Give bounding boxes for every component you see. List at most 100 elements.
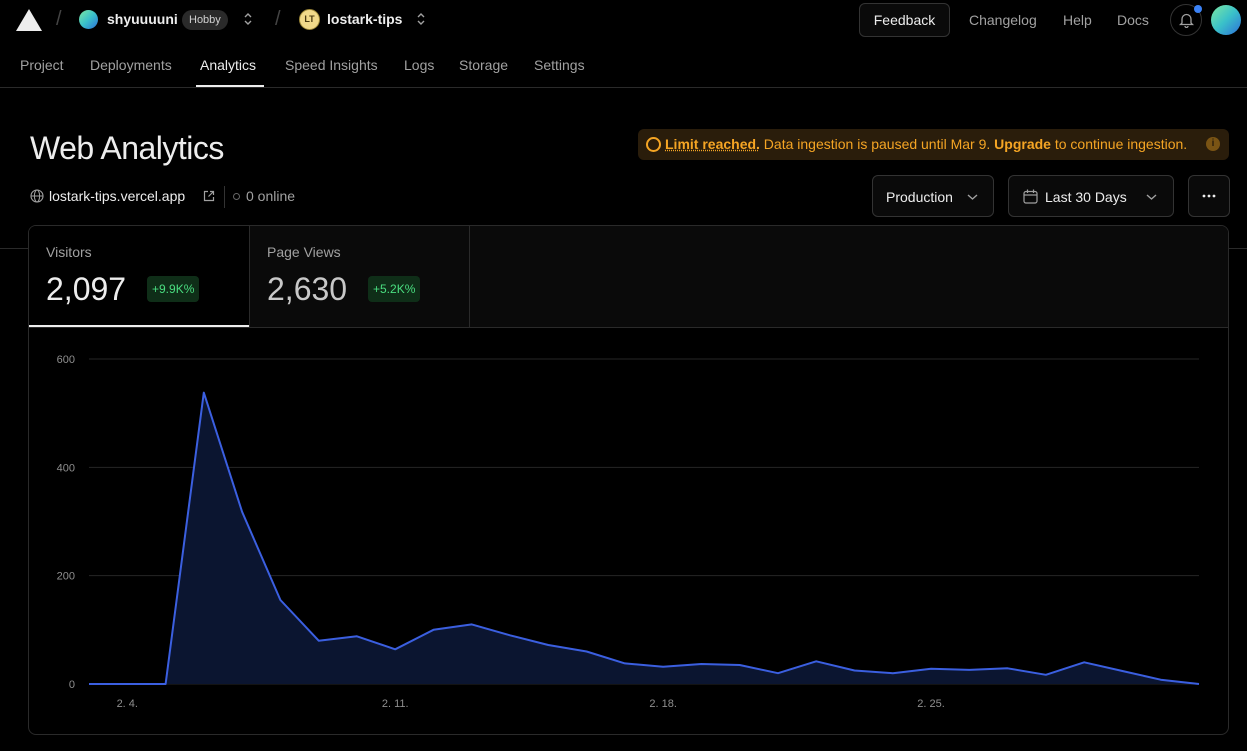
data-point [125,682,129,686]
data-point [508,633,512,637]
metric-change-badge: +5.2K% [368,276,421,302]
notification-dot [1194,5,1202,13]
calendar-icon [1023,189,1038,204]
data-point [1082,660,1086,664]
data-point [776,671,780,675]
metric-divider [249,226,250,327]
y-tick-label: 400 [57,462,75,474]
data-point [431,628,435,632]
project-icon[interactable]: LT [299,9,320,30]
upgrade-link[interactable]: Upgrade [994,136,1051,152]
project-name[interactable]: lostark-tips [327,11,403,27]
tab-settings[interactable]: Settings [534,57,585,73]
date-range-value: Last 30 Days [1045,189,1127,205]
info-icon[interactable]: i [1206,137,1220,151]
data-point [853,668,857,672]
tab-analytics[interactable]: Analytics [200,57,257,73]
tab-deployments[interactable]: Deployments [90,57,172,73]
metric-tabs: Visitors 2,097 +9.9K% Page Views 2,630 +… [29,226,1228,328]
external-link-icon[interactable] [203,190,215,202]
team-switcher-icon[interactable] [243,11,253,27]
data-point [1197,682,1201,686]
data-point [661,665,665,669]
limit-alert: Limit reached. Data ingestion is paused … [638,129,1229,160]
data-point [814,659,818,663]
environment-select[interactable]: Production [872,175,994,217]
y-tick-label: 600 [57,354,75,366]
page-title: Web Analytics [30,130,224,166]
vercel-logo-icon[interactable] [16,9,42,31]
data-point [929,667,933,671]
data-point [1159,678,1163,682]
data-point [738,663,742,667]
data-point [164,682,168,686]
help-link[interactable]: Help [1063,12,1092,28]
metric-tab-visitors[interactable]: Visitors 2,097 +9.9K% [29,226,249,327]
top-bar: / shyuuuuni Hobby / LT lostark-tips Feed… [0,0,1247,40]
tab-project[interactable]: Project [20,57,64,73]
data-point [202,391,206,395]
tab-logs[interactable]: Logs [404,57,435,73]
analytics-panel: Visitors 2,097 +9.9K% Page Views 2,630 +… [28,225,1229,735]
data-point [623,661,627,665]
data-point [967,668,971,672]
x-tick-label: 2. 18. [649,698,677,710]
x-tick-label: 2. 11. [382,698,409,710]
data-point [355,634,359,638]
metric-tab-page-views[interactable]: Page Views 2,630 +5.2K% [250,226,469,327]
metric-change-badge: +9.9K% [147,276,200,302]
metric-value: 2,097 [46,271,127,307]
globe-icon [30,189,44,203]
bell-icon [1179,13,1194,28]
visitors-line [89,391,1200,685]
active-tab-indicator [196,85,264,87]
metric-divider [469,226,470,327]
data-point [585,650,589,654]
tab-speed-insights[interactable]: Speed Insights [285,57,378,73]
online-status-dot [233,193,240,200]
docs-link[interactable]: Docs [1117,12,1149,28]
plan-badge: Hobby [182,10,228,30]
alert-text-2: to continue ingestion. [1050,136,1188,152]
data-point [1006,666,1010,670]
project-switcher-icon[interactable] [416,11,426,27]
team-avatar[interactable] [79,10,98,29]
breadcrumb-separator: / [275,8,281,30]
area-fill [89,392,1199,684]
x-tick-label: 2. 4. [117,698,138,710]
team-name[interactable]: shyuuuuni [107,11,178,27]
changelog-link[interactable]: Changelog [969,12,1037,28]
online-count: 0 online [246,188,296,204]
feedback-button[interactable]: Feedback [859,3,950,37]
ellipsis-icon [1202,194,1216,198]
data-point [1044,673,1048,677]
warning-circle-icon [646,137,661,152]
data-point [87,682,91,686]
data-point [240,510,244,514]
data-point [546,643,550,647]
chevron-down-icon [1146,194,1157,200]
more-options-button[interactable] [1188,175,1230,217]
environment-value: Production [886,189,953,205]
y-tick-label: 0 [69,679,75,691]
alert-strong: Limit reached. [665,136,760,152]
y-tick-label: 200 [57,571,75,583]
notifications-button[interactable] [1170,4,1202,36]
user-avatar[interactable] [1211,5,1241,35]
domain-link[interactable]: lostark-tips.vercel.app [49,188,186,204]
data-point [699,662,703,666]
date-range-select[interactable]: Last 30 Days [1008,175,1174,217]
data-point [891,671,895,675]
metric-label: Visitors [46,244,92,260]
alert-text-1: Data ingestion is paused until Mar 9. [759,136,995,152]
metric-label: Page Views [267,244,341,260]
data-point [1120,669,1124,673]
chevron-down-icon [967,194,978,200]
divider [224,186,225,208]
visitors-chart: 0 200 400 600 2. 4. 2. 11. 2. 18. 2. 25. [57,354,1201,710]
breadcrumb-separator: / [56,8,62,30]
data-point [393,647,397,651]
data-point [470,622,474,626]
tab-storage[interactable]: Storage [459,57,509,73]
active-metric-indicator [29,325,249,327]
